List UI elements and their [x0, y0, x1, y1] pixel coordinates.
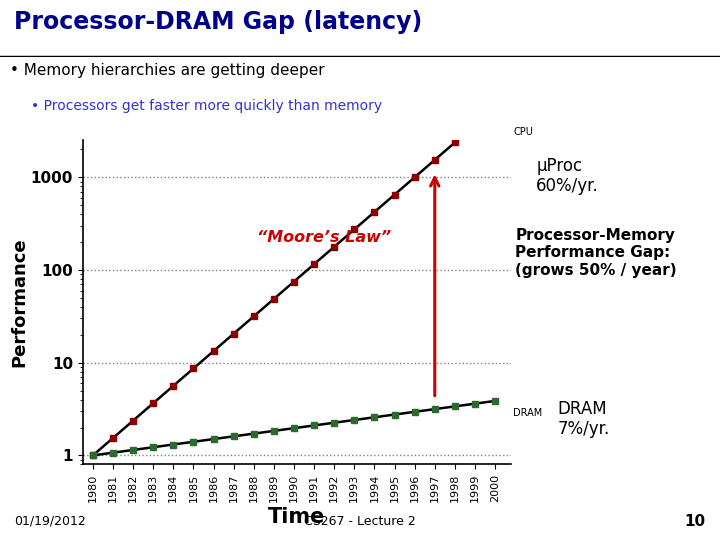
- Text: 10: 10: [685, 514, 706, 529]
- Text: DRAM: DRAM: [513, 408, 542, 417]
- Y-axis label: Performance: Performance: [10, 238, 28, 367]
- Text: CPU: CPU: [513, 127, 533, 137]
- Text: DRAM
7%/yr.: DRAM 7%/yr.: [557, 400, 609, 438]
- X-axis label: Time: Time: [269, 507, 325, 526]
- Text: • Processors get faster more quickly than memory: • Processors get faster more quickly tha…: [31, 99, 382, 113]
- Text: Processor-DRAM Gap (latency): Processor-DRAM Gap (latency): [14, 10, 423, 33]
- Text: “Moore’s Law”: “Moore’s Law”: [257, 230, 391, 245]
- Text: Processor-Memory
Performance Gap:
(grows 50% / year): Processor-Memory Performance Gap: (grows…: [516, 228, 677, 278]
- Text: 01/19/2012: 01/19/2012: [14, 515, 86, 528]
- Text: CS267 - Lecture 2: CS267 - Lecture 2: [304, 515, 416, 528]
- Text: μProc
60%/yr.: μProc 60%/yr.: [536, 157, 599, 195]
- Text: • Memory hierarchies are getting deeper: • Memory hierarchies are getting deeper: [10, 63, 325, 78]
